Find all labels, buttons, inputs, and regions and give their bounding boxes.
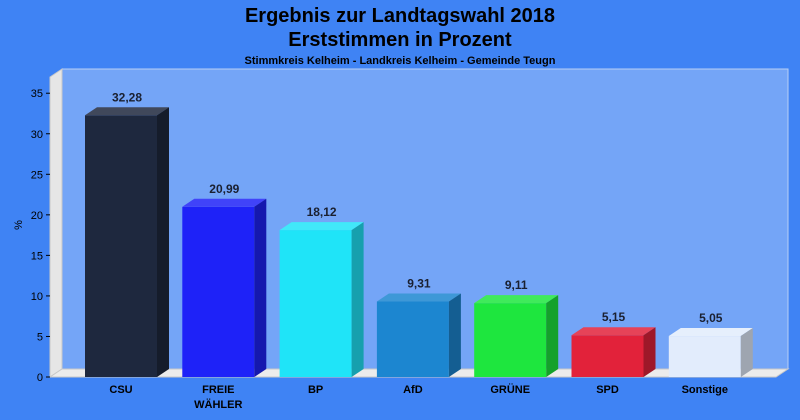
left-wall xyxy=(49,68,63,378)
bar-side xyxy=(546,295,559,377)
bar-side xyxy=(448,293,461,377)
value-label: 18,12 xyxy=(307,205,337,219)
y-tick-label: 20 xyxy=(31,210,43,222)
bar-front xyxy=(376,301,449,377)
value-label: 9,11 xyxy=(505,278,528,292)
bar-side xyxy=(351,222,364,377)
bar-bp xyxy=(279,222,364,377)
chart-title-line2: Erststimmen in Prozent xyxy=(288,29,512,51)
bar-top xyxy=(668,328,753,337)
y-tick-label: 25 xyxy=(31,169,43,181)
value-label: 5,15 xyxy=(602,310,626,324)
value-label: 5,05 xyxy=(699,311,723,325)
bar-freie-wähler xyxy=(182,198,267,377)
bar-csu xyxy=(85,107,169,378)
bar-top xyxy=(376,293,461,302)
y-tick-label: 0 xyxy=(37,372,43,384)
bar-top xyxy=(182,198,267,207)
y-tick-label: 35 xyxy=(31,88,43,100)
bar-side xyxy=(157,107,169,378)
x-tick-label: SPD xyxy=(596,384,619,396)
x-tick-label: FREIE xyxy=(202,384,234,396)
x-tick-label: AfD xyxy=(403,384,423,396)
bar-side xyxy=(254,198,267,377)
x-tick-label: GRÜNE xyxy=(490,383,530,396)
y-axis-label: % xyxy=(13,220,25,230)
bar-top xyxy=(474,295,559,304)
bar-sonstige xyxy=(668,328,753,377)
bar-front xyxy=(571,335,644,377)
x-tick-label: CSU xyxy=(109,384,132,396)
y-axis: 0 5 10 15 20 25 30 35% xyxy=(13,88,50,384)
bar-top xyxy=(279,222,364,231)
bar-grüne xyxy=(474,295,559,377)
bar-front xyxy=(474,303,547,377)
value-label: 32,28 xyxy=(112,90,142,104)
bar-top xyxy=(571,327,656,336)
x-tick-label: WÄHLER xyxy=(194,398,242,411)
y-tick-label: 15 xyxy=(31,250,43,262)
bars xyxy=(85,107,753,378)
bar-side xyxy=(643,327,656,377)
x-tick-label: BP xyxy=(308,384,323,396)
value-label: 20,99 xyxy=(209,182,239,196)
bar-afd xyxy=(376,293,461,377)
bar-front xyxy=(85,115,157,378)
y-tick-label: 30 xyxy=(31,129,43,141)
bar-side xyxy=(740,328,753,377)
y-tick-label: 5 xyxy=(37,331,43,343)
x-tick-label: Sonstige xyxy=(682,384,728,396)
value-label: 9,31 xyxy=(407,277,431,291)
chart-title: Ergebnis zur Landtagswahl 2018 xyxy=(244,5,556,27)
labels: 32,28 CSU 20,99 FREIE WÄHLER 18,12 BP 9,31 AfD 9,… xyxy=(109,90,728,411)
bar-spd xyxy=(571,327,656,377)
bar-front xyxy=(182,206,255,377)
bar-front xyxy=(279,230,352,377)
bar-top xyxy=(85,107,169,116)
chart-subtitle: Stimmkreis Kelheim - Landkreis Kelheim -… xyxy=(244,55,556,67)
bar-front xyxy=(668,336,741,377)
y-tick-label: 10 xyxy=(31,291,43,303)
